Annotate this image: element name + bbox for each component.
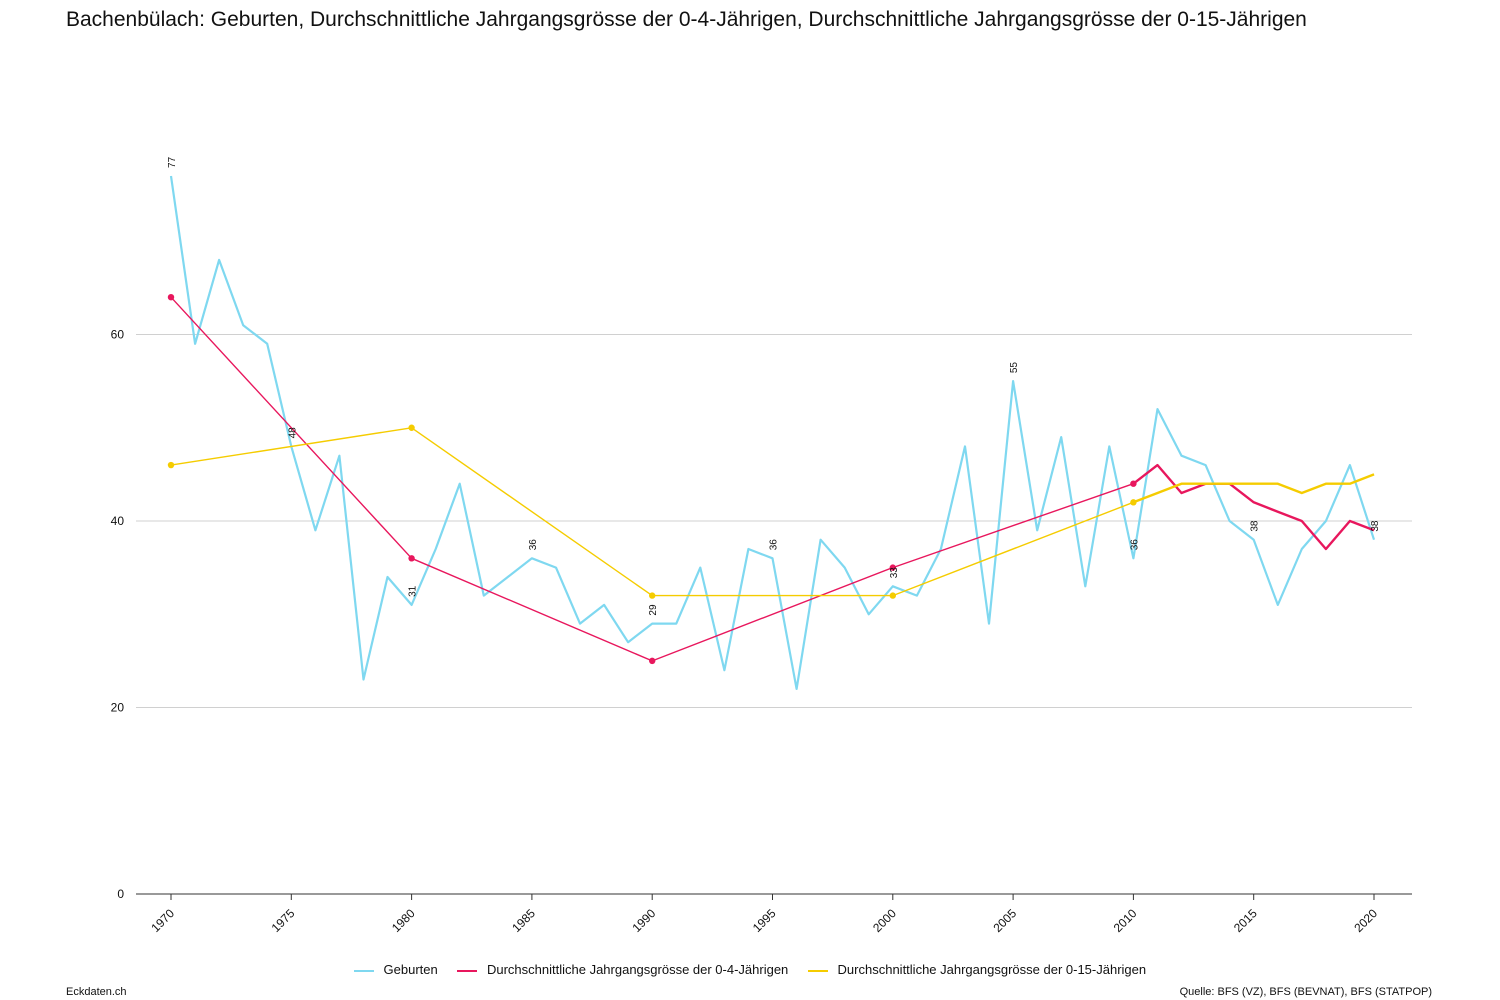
x-tick-label: 2020	[1351, 906, 1380, 935]
footer-source: Quelle: BFS (VZ), BFS (BEVNAT), BFS (STA…	[1179, 986, 1432, 998]
data-label: 29	[648, 604, 659, 616]
legend-swatch	[353, 969, 374, 972]
data-labels: 77 48 31 36 29 36 33 55 36 38 38	[167, 156, 1381, 615]
legend-label: Durchschnittliche Jahrgangsgrösse der 0-…	[837, 962, 1147, 978]
data-label: 48	[287, 427, 298, 439]
data-label: 31	[408, 585, 419, 597]
series-marker	[1130, 480, 1137, 487]
x-tick-label: 1990	[630, 906, 659, 935]
legend-item-0-4[interactable]: Durchschnittliche Jahrgangsgrösse der 0-…	[457, 962, 788, 977]
series-line-tail	[1132, 473, 1375, 504]
legend-swatch	[807, 969, 828, 972]
data-label: 33	[889, 567, 900, 579]
data-label: 36	[769, 539, 780, 551]
y-tick-label: 20	[111, 701, 125, 715]
legend: Geburten Durchschnittliche Jahrgangsgrös…	[0, 961, 1500, 977]
x-tick-label: 1980	[389, 906, 418, 935]
data-label: 55	[1009, 362, 1020, 374]
x-tick-label: 2000	[870, 906, 899, 935]
x-tick-label: 2010	[1111, 906, 1140, 935]
series-marker	[408, 555, 415, 562]
y-tick-label: 40	[111, 514, 125, 528]
axes: 0 20 40 60 1970 1975 1980 1985 1990 1995 2000 2005 2…	[111, 328, 1412, 935]
series-line-0	[169, 175, 1376, 691]
series-marker	[889, 564, 896, 571]
series-marker	[649, 592, 656, 599]
legend-item-geburten[interactable]: Geburten	[353, 962, 438, 978]
series-marker	[1130, 499, 1137, 506]
chart-title: Bachenbülach: Geburten, Durchschnittlich…	[66, 8, 1307, 31]
data-label: 77	[167, 156, 178, 168]
data-label: 38	[1250, 520, 1261, 532]
x-tick-label: 1985	[509, 906, 538, 935]
x-tick-label: 2005	[990, 906, 1019, 935]
data-label: 36	[528, 539, 539, 551]
series-markers	[167, 294, 1137, 665]
footer-brand: Eckdaten.ch	[66, 986, 127, 998]
x-tick-label: 1975	[269, 906, 298, 935]
legend-item-0-15[interactable]: Durchschnittliche Jahrgangsgrösse der 0-…	[807, 962, 1147, 978]
series-marker	[408, 424, 415, 431]
legend-swatch	[457, 969, 478, 972]
data-label: 36	[1129, 539, 1140, 551]
series-lines	[169, 175, 1376, 691]
x-tick-label: 2015	[1231, 906, 1260, 935]
y-tick-label: 60	[111, 328, 125, 342]
legend-label: Geburten	[383, 962, 438, 978]
series-marker	[167, 294, 175, 301]
y-tick-label: 0	[117, 887, 124, 901]
legend-label: Durchschnittliche Jahrgangsgrösse der 0-…	[486, 962, 789, 978]
series-line-1	[170, 296, 1375, 662]
grid-lines	[136, 334, 1412, 708]
series-line-tail	[1132, 463, 1375, 551]
x-tick-label: 1970	[148, 906, 177, 935]
x-tick-label: 1995	[750, 906, 779, 935]
series-marker	[649, 657, 656, 665]
data-label: 38	[1370, 520, 1381, 532]
series-marker	[167, 461, 175, 469]
series-marker	[889, 592, 896, 599]
